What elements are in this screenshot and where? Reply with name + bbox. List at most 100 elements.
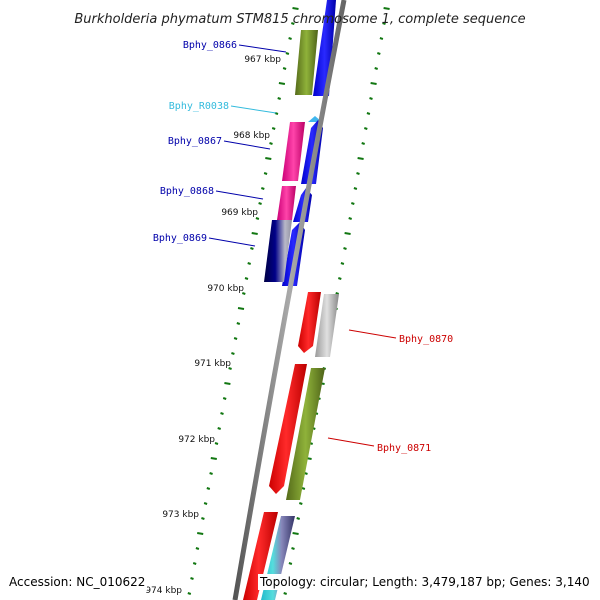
outer-ruler-mark [370,82,377,85]
outer-ruler-mark [291,547,295,550]
outer-ruler-mark [344,232,351,235]
feature-bphy-r0038[interactable] [308,116,322,122]
feature-bphy-0867-gene[interactable] [282,122,305,181]
inner-ruler-mark [278,82,286,85]
feature-bphy-0868-gene[interactable] [277,186,296,220]
gene-label-bphy-0867[interactable]: Bphy_0867 [168,136,222,147]
feature-bphy-0870-reverse[interactable] [298,292,321,353]
outer-ruler-mark [283,592,288,595]
inner-ruler-mark [251,232,258,235]
genome-summary: Topology: circular; Length: 3,479,187 bp… [258,574,592,590]
outer-ruler-mark [356,172,360,175]
outer-ruler-mark [374,67,379,70]
leader-bphy-0871 [327,437,375,447]
inner-ruler-mark [271,127,276,130]
inner-ruler-mark [244,277,249,280]
outer-ruler-mark [343,247,347,250]
feature-bphy-0869-gene[interactable] [264,220,292,282]
outer-ruler-mark [363,127,368,130]
tick-label-967: 967 kbp [244,55,281,65]
outer-ruler-mark [379,37,384,40]
inner-ruler-mark [265,157,272,160]
inner-ruler-mark [288,37,292,40]
tick-label-970: 970 kbp [207,284,244,294]
outer-ruler-mark [369,97,373,100]
outer-ruler-mark [288,562,293,565]
outer-ruler-mark [337,277,342,280]
feature-bphy-0866-gene[interactable] [295,30,318,95]
gene-label-bphy-0869[interactable]: Bphy_0869 [153,233,207,244]
outer-ruler-mark [296,517,301,520]
inner-ruler-mark [269,142,273,145]
outer-ruler-mark [298,502,303,505]
outer-ruler-mark [366,112,371,115]
outer-ruler-mark [382,22,386,25]
map-title: Burkholderia phymatum STM815 chromosome … [74,12,525,27]
inner-ruler-mark [195,547,200,550]
genome-backbone [232,0,347,600]
inner-ruler-mark [228,367,232,370]
inner-ruler-mark [224,382,231,385]
inner-ruler-mark [258,202,262,205]
outer-ruler-mark [340,262,345,265]
gene-label-bphy-0871[interactable]: Bphy_0871 [377,443,431,454]
inner-ruler-mark [247,262,252,265]
gene-label-bphy-0870[interactable]: Bphy_0870 [399,334,453,345]
inner-ruler-mark [187,592,192,595]
leader-bphy-0866 [238,44,287,53]
gene-label-bphy-0868[interactable]: Bphy_0868 [160,186,214,197]
feature-bphy-0871-reverse[interactable] [269,364,307,494]
outer-ruler-mark [376,52,381,55]
inner-ruler-mark [192,562,197,565]
gene-label-bphy-r0038[interactable]: Bphy_R0038 [169,101,229,112]
inner-ruler-mark [197,532,204,535]
inner-ruler-track [187,7,299,595]
inner-ruler-mark [203,502,208,505]
leader-bphy-0868 [215,190,264,200]
feature-bphy-0870-gene[interactable] [315,294,339,357]
inner-ruler-mark [255,217,260,220]
leader-bphy-0869 [208,237,256,247]
inner-ruler-mark [233,337,238,340]
accession-label: Accession: NC_010622 [7,574,148,590]
outer-ruler-mark [292,532,299,535]
inner-ruler-mark [214,442,219,445]
outer-ruler-mark [361,142,366,145]
feature-bphy-0871-gene[interactable] [286,368,325,500]
inner-ruler-mark [263,172,268,175]
inner-ruler-mark [220,412,224,415]
inner-ruler-mark [241,292,246,295]
tick-label-969: 969 kbp [221,208,258,218]
inner-ruler-mark [201,517,205,520]
outer-ruler-mark [383,7,390,10]
inner-ruler-mark [237,307,245,310]
tick-label-974: 974 kbp [145,586,182,596]
inner-ruler-mark [206,487,211,490]
inner-ruler-mark [217,427,222,430]
tick-label-972: 972 kbp [178,435,215,445]
inner-ruler-mark [209,472,213,475]
inner-ruler-mark [292,7,299,10]
outer-ruler-mark [350,202,355,205]
inner-ruler-mark [285,52,290,55]
inner-ruler-mark [231,352,235,355]
feature-lower-reverse[interactable] [243,512,278,600]
inner-ruler-mark [260,187,265,190]
inner-ruler-mark [190,577,194,580]
inner-ruler-mark [277,97,282,100]
inner-ruler-mark [282,67,287,70]
tick-label-968: 968 kbp [233,131,270,141]
tick-label-973: 973 kbp [162,510,199,520]
outer-ruler-mark [357,157,364,160]
tick-label-971: 971 kbp [194,359,231,369]
outer-ruler-mark [301,487,306,490]
leader-bphy-r0038 [230,105,277,114]
gene-label-bphy-0866[interactable]: Bphy_0866 [183,40,237,51]
leader-bphy-0867 [223,140,271,150]
outer-ruler-mark [348,217,353,220]
feature-track-band [238,0,350,600]
outer-ruler-mark [353,187,358,190]
inner-ruler-mark [222,397,227,400]
inner-ruler-mark [290,22,295,25]
